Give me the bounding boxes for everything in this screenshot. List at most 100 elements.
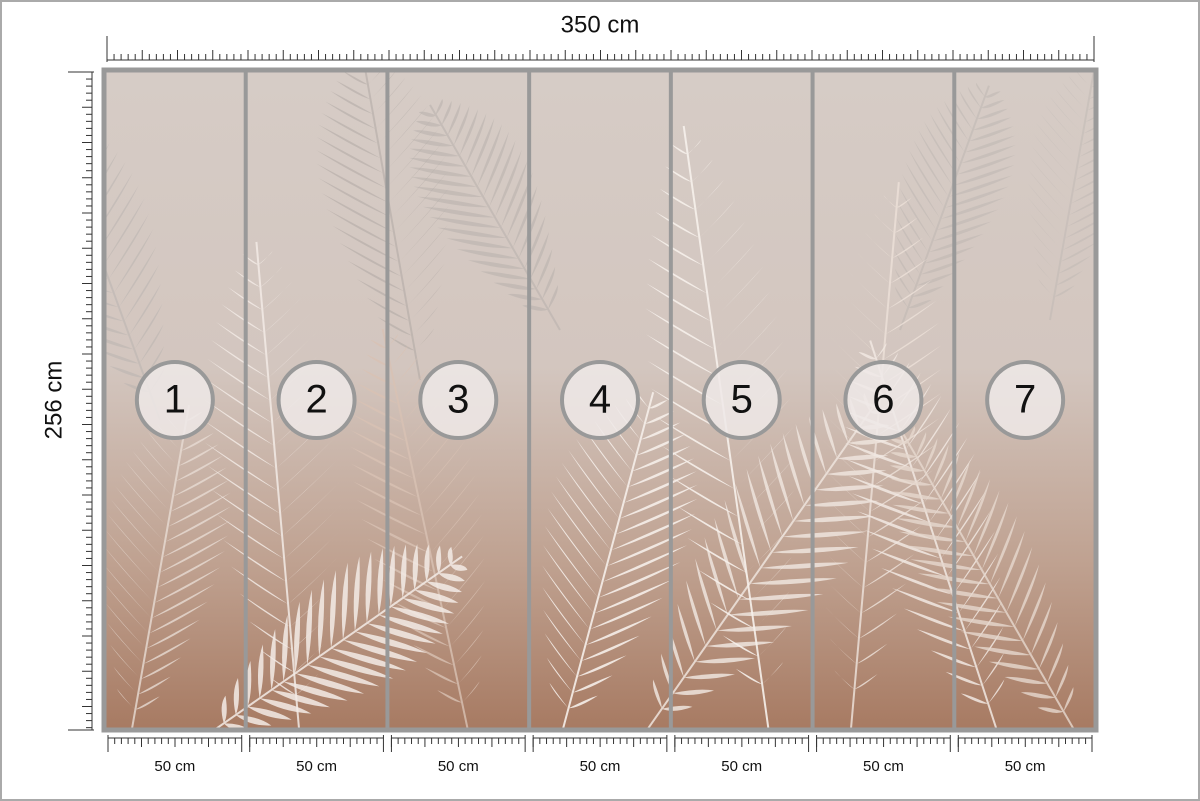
frond-rib [429, 104, 561, 331]
leaflet [450, 564, 468, 571]
leaflet [1063, 687, 1074, 712]
leaflet [129, 283, 162, 336]
leaflet [929, 453, 975, 523]
leaflet [964, 135, 1016, 153]
leaflet [350, 446, 415, 479]
leaflet [965, 479, 991, 542]
leaflet [881, 568, 953, 595]
leaflet [270, 629, 276, 690]
leaflet [894, 251, 917, 286]
leaflet [507, 293, 543, 301]
leaflet [770, 443, 794, 522]
panel-number: 4 [589, 378, 611, 422]
leaflet [413, 186, 484, 198]
leaflet [902, 174, 937, 231]
leaflet [943, 100, 969, 142]
leaflet [948, 175, 1013, 197]
leaflet [957, 469, 981, 528]
leaflet [782, 531, 867, 538]
leaflet [1055, 664, 1069, 698]
leaflet [138, 676, 171, 695]
leaflet [249, 621, 293, 650]
leaflet [306, 589, 313, 665]
leaflet [974, 646, 1031, 656]
leaflet [876, 343, 887, 359]
leaflet [932, 221, 992, 242]
leaflet [908, 299, 932, 309]
leaflet [402, 598, 455, 614]
leaflet [890, 452, 917, 458]
leaflet [975, 82, 985, 97]
leaflet [154, 567, 221, 604]
leaflet [890, 491, 941, 500]
leaflet [967, 86, 981, 108]
leaflet [905, 161, 941, 219]
leaflet [998, 531, 1025, 599]
leaflet [318, 124, 381, 159]
leaflet [895, 286, 909, 308]
leaflet [610, 513, 696, 551]
leaflet [892, 237, 924, 259]
leaflet [159, 535, 229, 573]
mural-frame [101, 67, 1099, 733]
leaflet [815, 485, 884, 492]
leaflet [980, 100, 1005, 109]
leaflet [572, 675, 613, 693]
leaflet [883, 322, 940, 360]
leaflet [413, 644, 455, 666]
leaflet [704, 537, 728, 615]
leaflet [429, 217, 501, 228]
leaflet [858, 352, 877, 360]
frond-rib [364, 70, 421, 381]
leaflet [408, 157, 466, 167]
leaflet [361, 518, 431, 554]
frond-rib [104, 263, 161, 421]
leaflet [489, 139, 516, 208]
leaflet [672, 689, 715, 695]
leaflet [548, 285, 558, 310]
leaflet [321, 193, 394, 233]
leaflet [104, 313, 125, 322]
leaflet [959, 90, 977, 119]
leaflet [426, 581, 462, 593]
leaflet [1084, 115, 1096, 123]
leaflet [438, 573, 465, 582]
leaflet [738, 593, 824, 601]
leaflet [871, 548, 947, 577]
leaflet [960, 144, 1017, 164]
leaflet [1039, 622, 1058, 670]
leaflet [221, 695, 227, 724]
leaflet [418, 111, 436, 117]
leaflet [257, 644, 264, 699]
leaflet [889, 465, 925, 472]
leaflet [952, 164, 1015, 186]
leaflet [370, 339, 387, 349]
leaflet [377, 548, 384, 615]
leaflet [655, 211, 700, 238]
leaflet [321, 112, 379, 144]
leaflet [894, 268, 913, 297]
leaflet [204, 378, 273, 424]
leaflet [135, 696, 160, 710]
leaflet [677, 506, 743, 545]
leaflet [318, 177, 392, 218]
leaflet [668, 475, 739, 517]
leaflet [948, 616, 1015, 627]
leaflet [151, 584, 215, 619]
leaflet [771, 546, 859, 554]
leaflet [585, 616, 652, 646]
leaflet [858, 613, 898, 639]
leaflet [593, 579, 673, 614]
leaflet [294, 601, 301, 674]
leaflet [1060, 242, 1096, 262]
leaflet [869, 470, 933, 512]
leaflet [134, 303, 163, 350]
leaflet [895, 518, 958, 528]
leaflet [104, 161, 126, 200]
leaflet [124, 264, 160, 322]
panel-badge [843, 360, 924, 440]
leaflet [968, 126, 1014, 142]
leaflet [204, 442, 279, 491]
leaflet [918, 129, 953, 186]
leaflet [936, 106, 965, 153]
